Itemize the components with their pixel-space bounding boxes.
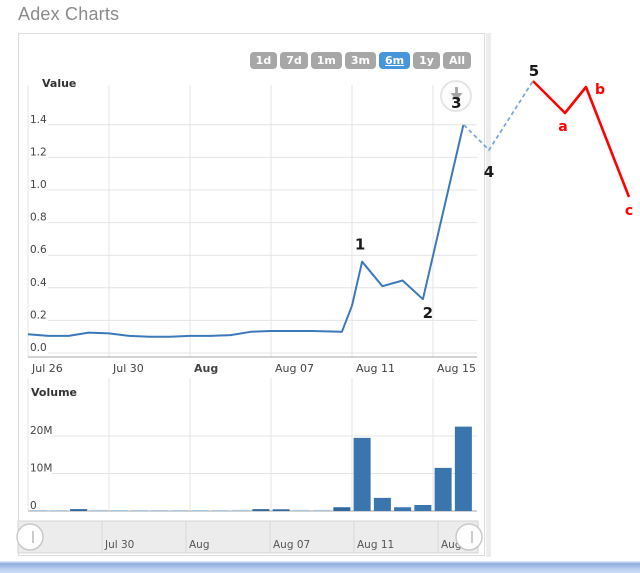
wave-annotation-5: 5 xyxy=(529,62,539,80)
wave-annotation-c: c xyxy=(625,203,633,219)
wave-annotation-b: b xyxy=(595,82,605,98)
range-button-1d[interactable]: 1d xyxy=(249,52,278,69)
download-arrow-icon xyxy=(450,87,462,101)
range-button-all[interactable]: All xyxy=(442,52,471,69)
range-button-6m[interactable]: 6m xyxy=(378,52,411,69)
panel-right-strip xyxy=(486,33,491,557)
range-button-7d[interactable]: 7d xyxy=(280,52,308,69)
page-title: Adex Charts xyxy=(18,4,120,24)
window-bottom-edge xyxy=(0,561,640,573)
projection-red-line xyxy=(532,80,631,198)
range-button-1y[interactable]: 1y xyxy=(413,52,440,69)
range-button-3m[interactable]: 3m xyxy=(344,52,376,69)
range-button-1m[interactable]: 1m xyxy=(310,52,342,69)
range-selector: 1d 7d 1m 3m 6m 1y All xyxy=(249,52,471,69)
export-button[interactable] xyxy=(440,80,472,112)
chart-panel xyxy=(18,33,485,556)
wave-annotation-a: a xyxy=(558,119,567,135)
